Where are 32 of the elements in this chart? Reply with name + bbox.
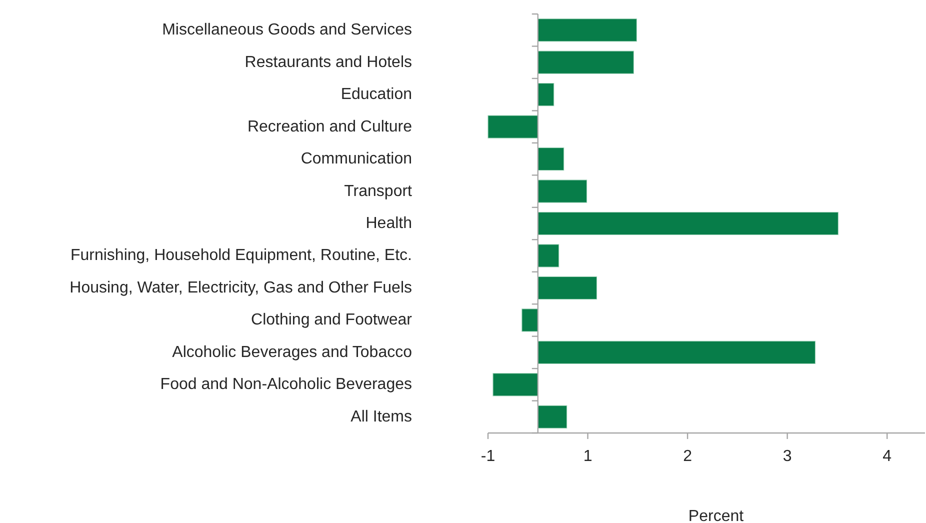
- y-tick-label: All Items: [350, 408, 412, 426]
- y-tick-label: Recreation and Culture: [247, 118, 412, 136]
- y-tick-label: Food and Non-Alcoholic Beverages: [160, 376, 412, 394]
- bar: [538, 180, 588, 203]
- bar: [492, 373, 538, 396]
- bar: [538, 405, 568, 428]
- y-tick-label: Restaurants and Hotels: [244, 54, 412, 71]
- x-axis-title: Percent: [688, 508, 744, 523]
- bar: [538, 340, 816, 364]
- bar: [488, 115, 538, 138]
- bar: [538, 212, 838, 236]
- bar: [538, 244, 560, 268]
- y-tick-label: Furnishing, Household Equipment, Routine, Etc.: [70, 247, 412, 264]
- y-tick-label: Clothing and Footwear: [251, 312, 413, 329]
- x-tick-label: 3: [782, 448, 792, 465]
- bar: [538, 50, 634, 74]
- y-tick-label: Transport: [344, 182, 413, 200]
- y-tick-label: Health: [366, 215, 412, 232]
- y-tick-label: Alcoholic Beverages and Tobacco: [172, 344, 412, 361]
- x-tick-label: 4: [882, 448, 892, 465]
- x-tick-label: 1: [583, 448, 592, 465]
- bar: [538, 18, 637, 42]
- y-tick-label: Education: [340, 86, 412, 104]
- y-tick-label: Communication: [300, 150, 412, 168]
- bar: [522, 308, 538, 332]
- bar: [538, 147, 564, 171]
- bar: [538, 82, 554, 106]
- x-tick-label: -1: [480, 448, 496, 465]
- x-tick-label: 2: [683, 448, 692, 465]
- y-tick-label: Housing, Water, Electricity, Gas and Other Fuels: [70, 279, 412, 296]
- bar: [538, 276, 598, 300]
- y-tick-label: Miscellaneous Goods and Services: [162, 22, 412, 39]
